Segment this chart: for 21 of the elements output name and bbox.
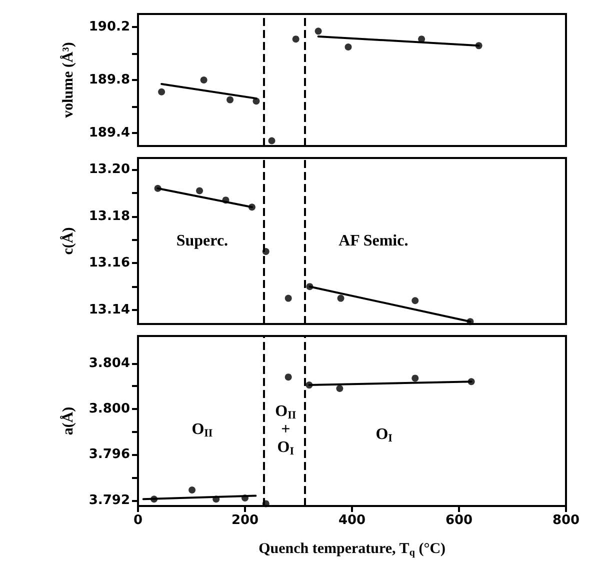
y-tick-label: 13.14 — [88, 302, 130, 318]
annotation: AF Semic. — [338, 232, 408, 250]
x-tick-label: 600 — [445, 513, 473, 528]
x-tick-label: 0 — [133, 513, 143, 528]
y-tick-label: 190.2 — [88, 20, 130, 35]
y-tick-label: 13.18 — [88, 208, 130, 224]
annotation: Superc. — [176, 232, 228, 250]
y-tick-label: 189.8 — [88, 72, 130, 88]
y-axis-title: a(Å) — [60, 406, 76, 436]
y-tick-label: 189.4 — [88, 125, 130, 140]
y-tick-label: 3.792 — [88, 492, 130, 508]
y-axis-title: c(Å) — [60, 227, 76, 255]
y-tick-label: 13.16 — [88, 256, 130, 271]
y-tick-label: 3.796 — [88, 447, 130, 462]
x-tick-label: 200 — [231, 513, 259, 528]
x-tick-label: 800 — [552, 513, 580, 528]
y-tick-label: 13.20 — [88, 162, 130, 178]
y-tick-label: 3.804 — [88, 356, 130, 371]
y-axis-title: volume (Å³) — [60, 42, 76, 118]
y-tick-label: 3.800 — [88, 402, 130, 417]
x-tick-label: 400 — [338, 513, 366, 528]
